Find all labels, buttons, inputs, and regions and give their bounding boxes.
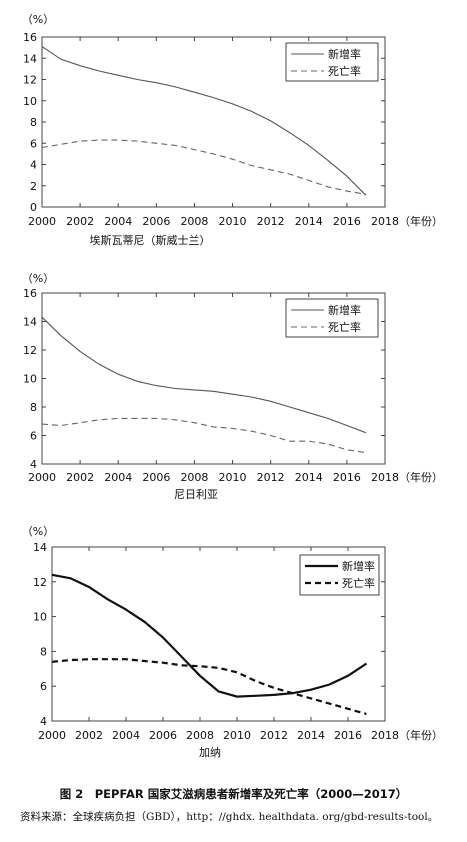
x-tick-label: 2014 bbox=[295, 215, 323, 228]
y-tick-label: 8 bbox=[30, 401, 37, 414]
x-tick-label: 2016 bbox=[333, 215, 361, 228]
legend-label: 死亡率 bbox=[328, 64, 361, 78]
y-tick-label: 8 bbox=[40, 645, 47, 658]
y-tick-label: 4 bbox=[30, 159, 37, 172]
x-tick-label: 2000 bbox=[28, 215, 56, 228]
x-tick-label: 2002 bbox=[75, 729, 103, 742]
legend-box bbox=[285, 42, 379, 82]
series-line-mortality bbox=[51, 658, 367, 716]
y-tick-label: 16 bbox=[23, 31, 37, 44]
y-axis-label: （%） bbox=[22, 13, 54, 26]
plot-frame bbox=[51, 546, 386, 722]
y-tick-label: 14 bbox=[23, 316, 37, 329]
series-line-mortality bbox=[41, 417, 366, 454]
y-tick-label: 12 bbox=[23, 74, 37, 87]
chart-ghana: 4 6 8 10 12 14 2000 2002 2004 2006 2008 2010 2012 201… bbox=[22, 525, 443, 759]
legend-label: 死亡率 bbox=[328, 320, 361, 334]
x-tick-label: 2012 bbox=[257, 471, 285, 484]
series-line-incidence bbox=[41, 46, 367, 196]
series-line-mortality bbox=[41, 139, 366, 195]
chart-nigeria: 4 6 8 10 12 14 16 2000 2002 2004 2006 2008 2010 2012 2… bbox=[22, 272, 443, 501]
x-tick-label: 2010 bbox=[219, 215, 247, 228]
x-tick-label: 2016 bbox=[333, 471, 361, 484]
x-tick-label: 2010 bbox=[219, 471, 247, 484]
legend-label: 死亡率 bbox=[342, 576, 375, 590]
y-tick-label: 6 bbox=[30, 137, 37, 150]
x-tick-label: 2008 bbox=[180, 215, 208, 228]
x-tick-label: 2004 bbox=[112, 729, 140, 742]
x-tick-label: 2006 bbox=[142, 215, 170, 228]
x-tick-label: 2004 bbox=[104, 215, 132, 228]
y-axis-label: （%） bbox=[22, 272, 54, 285]
y-axis-label: （%） bbox=[22, 525, 54, 538]
y-tick-label: 2 bbox=[30, 180, 37, 193]
y-tick-label: 16 bbox=[23, 287, 37, 300]
x-tick-label: 2006 bbox=[142, 471, 170, 484]
y-tick-label: 0 bbox=[30, 201, 37, 214]
x-tick-label: 2006 bbox=[149, 729, 177, 742]
x-tick-label: 2002 bbox=[66, 215, 94, 228]
x-tick-label: 2008 bbox=[180, 471, 208, 484]
x-tick-label: 2012 bbox=[260, 729, 288, 742]
series-line-incidence bbox=[51, 573, 368, 698]
y-tick-label: 4 bbox=[40, 715, 47, 728]
y-tick-label: 4 bbox=[30, 458, 37, 471]
y-tick-label: 12 bbox=[23, 344, 37, 357]
x-axis-label: （年份） bbox=[399, 728, 443, 742]
y-tick-label: 14 bbox=[33, 541, 47, 554]
legend-label: 新增率 bbox=[328, 47, 361, 61]
x-tick-label: 2008 bbox=[186, 729, 214, 742]
figure-source: 资料来源：全球疾病负担（GBD），http：//ghdx. healthdata… bbox=[20, 811, 439, 823]
x-tick-label: 2000 bbox=[38, 729, 66, 742]
figure-caption: 图 2 PEPFAR 国家艾滋病患者新增率及死亡率（2000—2017） bbox=[59, 787, 408, 801]
y-tick-label: 12 bbox=[33, 576, 47, 589]
series-line-incidence bbox=[41, 316, 367, 434]
y-tick-label: 6 bbox=[30, 430, 37, 443]
x-tick-label: 2018 bbox=[371, 729, 399, 742]
x-tick-label: 2002 bbox=[66, 471, 94, 484]
legend-box bbox=[299, 554, 380, 596]
y-tick-label: 14 bbox=[23, 52, 37, 65]
x-tick-label: 2014 bbox=[297, 729, 325, 742]
x-tick-label: 2004 bbox=[104, 471, 132, 484]
x-axis-label: （年份） bbox=[399, 470, 443, 484]
x-axis-label: （年份） bbox=[399, 214, 443, 228]
x-tick-label: 2012 bbox=[257, 215, 285, 228]
x-tick-label: 2018 bbox=[371, 471, 399, 484]
chart-title: 加纳 bbox=[199, 746, 221, 759]
y-tick-label: 10 bbox=[23, 373, 37, 386]
x-tick-label: 2010 bbox=[223, 729, 251, 742]
legend-label: 新增率 bbox=[328, 303, 361, 317]
x-tick-label: 2016 bbox=[334, 729, 362, 742]
y-tick-label: 10 bbox=[23, 95, 37, 108]
y-tick-label: 10 bbox=[33, 611, 47, 624]
y-tick-label: 6 bbox=[40, 680, 47, 693]
chart-eswatini: 0 2 4 6 8 10 12 14 16 2000 2002 2004 2006 2008 2010 201… bbox=[22, 13, 443, 247]
chart-title: 埃斯瓦蒂尼（斯威士兰） bbox=[90, 233, 211, 247]
legend-label: 新增率 bbox=[342, 559, 375, 573]
chart-title: 尼日利亚 bbox=[174, 488, 218, 501]
x-tick-label: 2000 bbox=[28, 471, 56, 484]
y-tick-label: 8 bbox=[30, 116, 37, 129]
x-tick-label: 2014 bbox=[295, 471, 323, 484]
legend-box bbox=[285, 298, 379, 338]
x-tick-label: 2018 bbox=[371, 215, 399, 228]
